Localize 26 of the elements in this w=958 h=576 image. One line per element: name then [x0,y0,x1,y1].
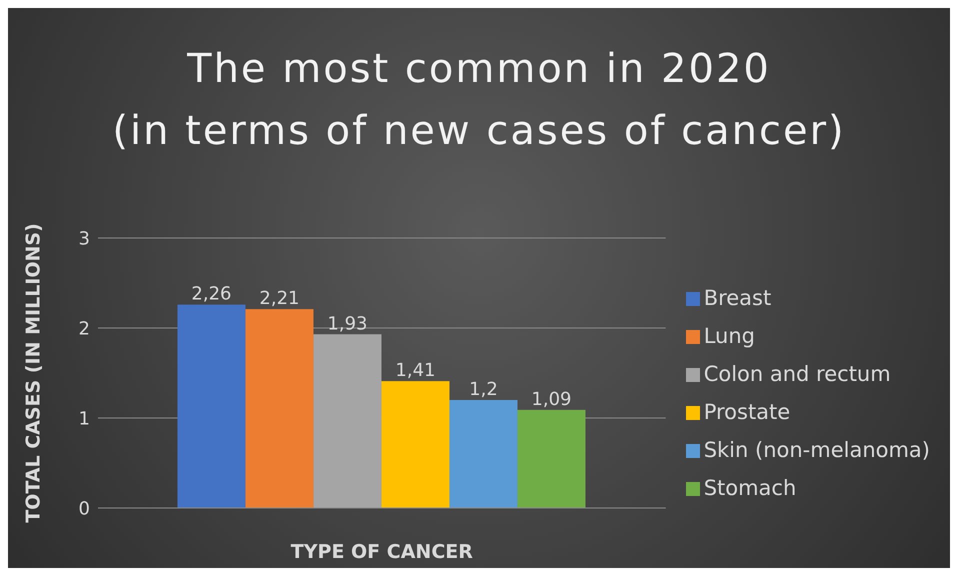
legend-label: Prostate [704,400,790,424]
y-tick-label: 1 [78,408,90,430]
legend-label: Colon and rectum [704,362,891,386]
y-tick-label: 0 [78,498,90,520]
y-axis-title: TOTAL CASES (IN MILLIONS) [22,223,45,523]
bar [245,309,314,508]
bar [449,400,518,508]
legend-label: Lung [704,324,755,348]
chart-subtitle: (in terms of new cases of cancer) [111,107,847,156]
chart-title: The most common in 2020 [186,45,772,94]
legend-label: Stomach [704,476,796,500]
legend-label: Skin (non-melanoma) [704,438,930,462]
data-label: 1,09 [531,388,572,410]
y-tick-label: 3 [78,228,90,250]
data-label: 1,93 [327,313,368,334]
x-axis-title: TYPE OF CANCER [290,541,474,563]
data-label: 2,26 [191,284,232,305]
y-tick-label: 2 [78,318,90,340]
bar [517,410,586,508]
bar [313,334,382,508]
data-label: 1,41 [395,360,436,382]
legend-label: Breast [704,286,772,310]
bar [177,304,246,508]
data-label: 1,2 [469,379,498,400]
data-label: 2,21 [259,288,300,310]
bar [381,381,450,508]
